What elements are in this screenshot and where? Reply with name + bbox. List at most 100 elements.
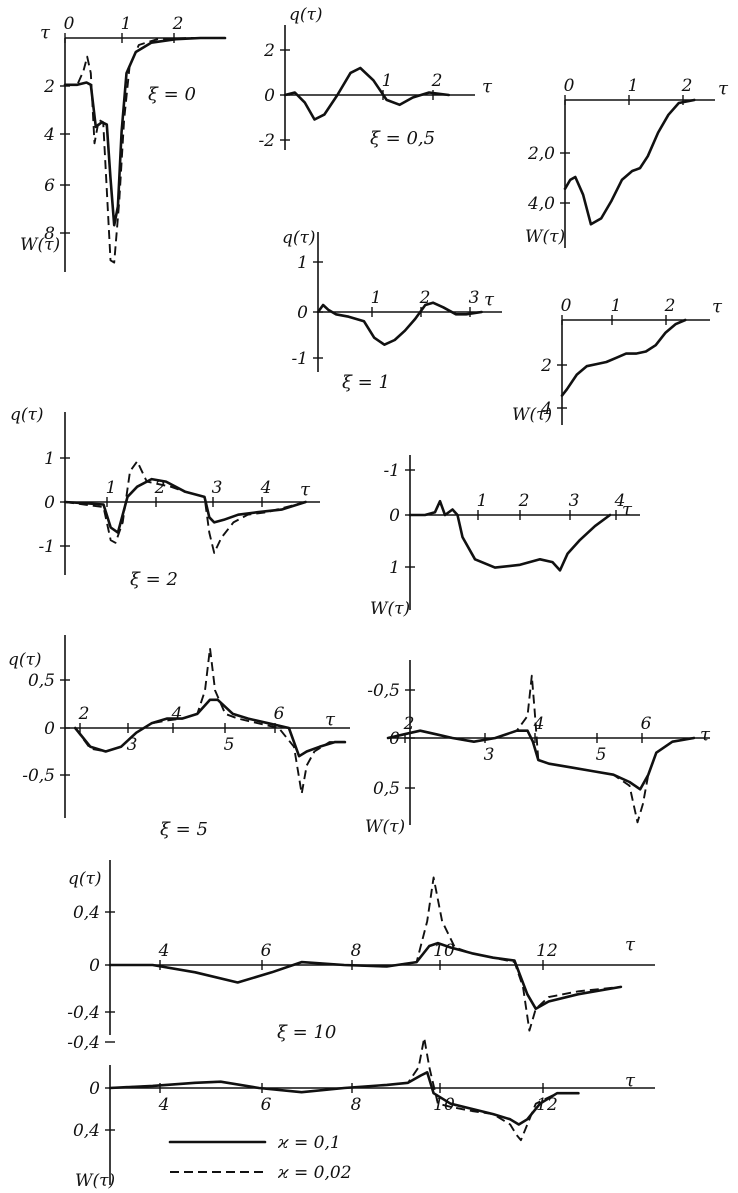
y-tick-label: 0 [297, 303, 308, 323]
y-tick-label: 0,4 [73, 1121, 100, 1141]
y-tick-label: 0,4 [73, 903, 100, 923]
y-tick-label: -0,5 [367, 681, 400, 701]
x-tick-label: 1 [628, 76, 639, 96]
x-axis-label: τ [718, 78, 729, 99]
x-tick-label: 4 [533, 714, 545, 734]
x-axis-label: τ [325, 709, 336, 730]
x-tick-label: 3 [212, 478, 223, 498]
x-tick-label: 5 [224, 735, 235, 755]
x-tick-label: 2 [431, 71, 443, 91]
y-tick-label: 8 [44, 224, 55, 244]
x-tick-label: 8 [351, 941, 362, 961]
x-tick-label: 3 [127, 735, 138, 755]
series-solid-line [560, 318, 687, 397]
y-axis-label: W(τ) [512, 405, 552, 425]
series-dashed-line [74, 647, 345, 795]
x-tick-label: 2 [78, 704, 90, 724]
x-tick-label: 8 [351, 1095, 362, 1115]
series-solid-line [108, 1071, 580, 1126]
legend: ϰ = 0,1 ϰ = 0,02 [168, 1133, 352, 1183]
y-tick-label: 2 [263, 41, 275, 61]
x-tick-label: 5 [596, 745, 607, 765]
y-axis-label: W(τ) [20, 235, 60, 255]
xi-annotation: ξ = 5 [160, 819, 208, 840]
x-tick-label: 2 [419, 288, 431, 308]
panel-xi1-q: 1 2 3 1 0 -1 τ q(τ) ξ = 1 [282, 228, 502, 393]
x-tick-label: 1 [611, 296, 622, 316]
x-tick-label: 2 [681, 76, 693, 96]
x-tick-label: 6 [261, 1095, 272, 1115]
x-tick-label: 2 [154, 478, 166, 498]
y-axis-label: q(τ) [8, 650, 42, 670]
x-tick-label: 2 [403, 714, 415, 734]
y-tick-label: -2 [258, 131, 275, 151]
panel-xi1-W: 0 1 2 2 4 τ W(τ) [512, 296, 723, 425]
series-dashed-line [387, 674, 695, 824]
x-tick-label: 4 [614, 491, 626, 511]
y-axis-label: W(τ) [525, 227, 565, 247]
y-axis-label: W(τ) [365, 817, 405, 837]
y-tick-label: -0,4 [67, 1033, 100, 1053]
series-solid-line [386, 729, 696, 791]
x-axis-label: τ [625, 1070, 636, 1091]
y-tick-label: 0 [44, 719, 55, 739]
panel-xi05-W: 0 1 2 2,0 4,0 τ W(τ) [525, 76, 729, 248]
y-tick-label: -1 [383, 461, 400, 481]
panel-xi0-W: 0 1 2 2 4 6 8 τ W(τ) ξ = 0 [20, 14, 227, 272]
xi-annotation: ξ = 0,5 [370, 128, 435, 149]
x-axis-label: τ [482, 76, 493, 97]
x-axis-label: τ [622, 499, 633, 520]
x-tick-label: 3 [569, 491, 580, 511]
xi-annotation: ξ = 1 [342, 372, 390, 393]
panel-xi2-W: 1 2 3 4 -1 0 1 τ W(τ) [370, 455, 640, 619]
panel-xi10-q: 4 6 8 10 120,40-0,4τq(τ)ξ = 10 [67, 860, 655, 1043]
xi-annotation: ξ = 2 [130, 569, 178, 590]
y-tick-label: -1 [38, 537, 55, 557]
legend-solid-label: ϰ = 0,1 [277, 1133, 341, 1153]
y-tick-label: 0 [89, 1079, 100, 1099]
y-tick-label: -0,4 [67, 1003, 100, 1023]
panel-xi5-q: 2 3 4 5 6 0,5 0 -0,5 τ q(τ) ξ = 5 [8, 635, 350, 840]
x-tick-label: 1 [121, 14, 132, 34]
panel-xi10-W: 4 6 8 10 12-0,400,4τW(τ) [67, 1033, 655, 1191]
x-axis-label: τ [625, 934, 636, 955]
x-tick-label: 0 [64, 14, 75, 34]
y-tick-label: 6 [44, 176, 55, 196]
x-tick-label: 6 [274, 704, 285, 724]
x-tick-label: 6 [261, 941, 272, 961]
y-axis-label: q(τ) [68, 869, 102, 889]
x-tick-label: 4 [260, 478, 272, 498]
series-solid-line [316, 301, 483, 346]
series-solid-line [283, 66, 451, 121]
y-tick-label: 2 [43, 77, 55, 97]
series-dashed-line [64, 460, 306, 554]
x-tick-label: 1 [371, 288, 382, 308]
y-tick-label: 0 [389, 729, 400, 749]
x-axis-label: τ [712, 296, 723, 317]
y-tick-label: 4,0 [527, 194, 555, 214]
y-axis-label: q(τ) [282, 228, 316, 248]
y-tick-label: -1 [291, 349, 308, 369]
panel-xi2-q: 1 2 3 4 1 0 -1 τ q(τ) ξ = 2 [10, 405, 320, 590]
series-dashed-line [65, 37, 225, 264]
y-tick-label: 0 [389, 506, 400, 526]
series-solid-line [408, 499, 612, 572]
x-axis-label: τ [484, 289, 495, 310]
x-axis-label: τ [300, 479, 311, 500]
y-axis-label: W(τ) [370, 599, 410, 619]
y-tick-label: -0,5 [22, 766, 55, 786]
panel-xi05-q: 1 2 2 0 -2 τ q(τ) ξ = 0,5 [258, 5, 493, 151]
x-axis-label: τ [700, 724, 711, 745]
y-tick-label: 0 [44, 493, 55, 513]
x-tick-label: 12 [536, 1095, 558, 1115]
y-tick-label: 1 [44, 449, 55, 469]
y-tick-label: 0 [264, 86, 275, 106]
x-tick-label: 4 [171, 704, 183, 724]
y-tick-label: 1 [297, 253, 308, 273]
y-axis-label: W(τ) [75, 1171, 115, 1191]
x-tick-label: 2 [172, 14, 184, 34]
legend-dashed-label: ϰ = 0,02 [277, 1163, 352, 1183]
x-tick-label: 1 [382, 71, 393, 91]
x-tick-label: 1 [106, 478, 117, 498]
y-axis-label: q(τ) [10, 405, 44, 425]
